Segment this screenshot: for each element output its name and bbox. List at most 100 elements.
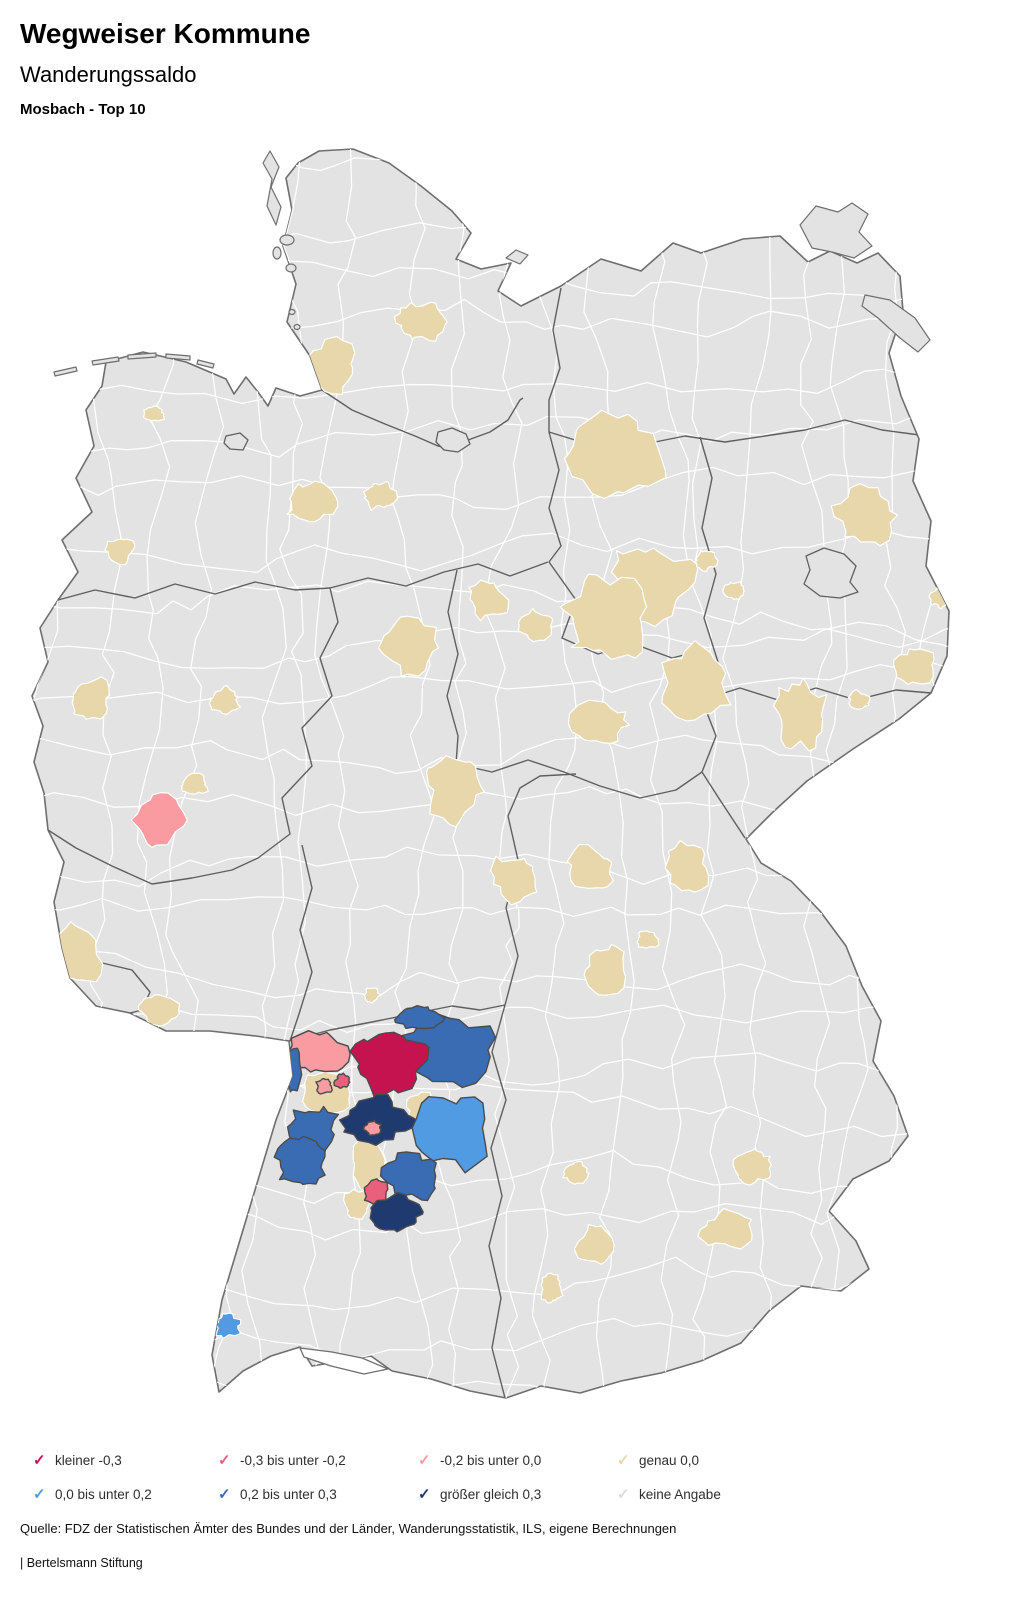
state-border-hessen-rlp [289,844,313,1042]
selection-label: Mosbach - Top 10 [20,101,146,118]
district-region-m02-00[interactable] [130,792,188,848]
district-region-p00-02[interactable] [411,1096,488,1174]
district-region-eq00[interactable] [489,855,538,906]
legend-item-label: 0,2 bis unter 0,3 [240,1486,337,1502]
map-legend: ✓ kleiner -0,3 ✓ -0,3 bis unter -0,2 ✓ -0,2 b… [0,1449,1024,1517]
district-region-eq00[interactable] [583,943,627,996]
legend-row: ✓ kleiner -0,3 ✓ -0,3 bis unter -0,2 ✓ -0,2 b… [0,1449,1024,1471]
district-region-ge03[interactable] [369,1191,424,1233]
district-region-eq00[interactable] [363,987,382,1004]
legend-item-label: -0,2 bis unter 0,0 [440,1452,542,1468]
legend-item-label: größer gleich 0,3 [440,1486,542,1502]
state-border-sachsen-anhalt-west [548,431,562,563]
district-region-eq00[interactable] [664,839,710,893]
district-region-eq00[interactable] [393,301,448,342]
district-region-eq00[interactable] [468,579,510,622]
legend-item: ✓ kleiner -0,3 [33,1449,218,1471]
district-region-eq00[interactable] [694,549,719,572]
island-ostfriesland-4 [165,353,191,361]
district-region-m02-00[interactable] [363,1119,383,1137]
island-pellworm [285,263,297,273]
legend-item: ✓ genau 0,0 [617,1449,857,1471]
district-region-m02-00[interactable] [315,1078,333,1095]
state-border-brandenburg-sachsen [701,687,932,701]
district-region-eq00[interactable] [559,573,648,660]
district-region-p02-03[interactable] [273,1135,326,1186]
district-region-m03-02[interactable] [333,1072,351,1089]
district-region-p02-03[interactable] [379,1151,437,1202]
legend-check-icon: ✓ [617,1485,630,1503]
district-region-eq00[interactable] [208,684,241,716]
district-region-eq00[interactable] [181,772,209,795]
district-region-eq00[interactable] [517,607,554,643]
district-region-p02-03[interactable] [394,1005,446,1030]
state-border-bw-bayern [488,1004,507,1398]
district-region-eq00[interactable] [573,1223,615,1265]
legend-row: ✓ 0,0 bis unter 0,2 ✓ 0,2 bis unter 0,3 ✓ grö… [0,1483,1024,1505]
state-border-mv [548,287,934,445]
district-region-eq00[interactable] [286,480,339,523]
legend-item-label: 0,0 bis unter 0,2 [55,1486,152,1502]
state-border-thueringen-south [455,759,703,799]
legend-item: ✓ größer gleich 0,3 [418,1483,617,1505]
island-amrum [272,246,282,260]
legend-item-label: kleiner -0,3 [55,1452,122,1468]
district-region-eq00[interactable] [893,648,935,686]
district-region-eq00[interactable] [564,409,667,500]
island-halligen-2 [293,323,301,331]
island-ostfriesland-2 [91,356,120,366]
legend-check-icon: ✓ [218,1485,231,1503]
island-ostfriesland-1 [53,366,78,377]
district-region-eq00[interactable] [722,580,745,600]
island-ostfriesland-5 [196,359,215,369]
district-region-eq00[interactable] [566,844,615,889]
hamburg-outline [435,427,471,453]
district-region-eq00[interactable] [661,640,732,722]
island-ostfriesland-3 [127,352,157,360]
district-region-eq00[interactable] [567,699,630,745]
page-subtitle: Wanderungssaldo [20,62,197,87]
district-region-eq00[interactable] [137,994,181,1027]
state-border-nrw-east [231,587,339,871]
island-sylt [262,150,282,226]
district-region-eq00[interactable] [732,1148,772,1186]
island-fehmarn [505,249,529,265]
legend-item: ✓ keine Angabe [617,1483,857,1505]
district-region-eq00[interactable] [772,677,828,752]
legend-item-label: -0,3 bis unter -0,2 [240,1452,346,1468]
attribution: | Bertelsmann Stiftung [20,1556,143,1570]
district-region-eq00[interactable] [71,676,110,720]
bremen-outline [223,432,249,451]
map-regions [47,301,949,1339]
district-region-eq00[interactable] [847,688,871,710]
district-region-eq00[interactable] [540,1272,564,1304]
state-border-nrw-south [47,829,233,885]
district-region-eq00[interactable] [697,1207,753,1250]
legend-check-icon: ✓ [33,1451,46,1469]
district-region-eq00[interactable] [362,481,399,511]
legend-item: ✓ 0,0 bis unter 0,2 [33,1483,218,1505]
district-region-eq00[interactable] [377,615,439,678]
city-outlines [223,427,859,599]
legend-check-icon: ✓ [33,1485,46,1503]
legend-item-label: keine Angabe [639,1486,721,1502]
state-border-bayern-west [504,773,577,1006]
legend-item: ✓ -0,3 bis unter -0,2 [218,1449,418,1471]
source-note: Quelle: FDZ der Statistischen Ämter des … [20,1521,677,1536]
district-region-eq00[interactable] [830,483,899,547]
page-title: Wegweiser Kommune [20,18,311,49]
lake-constance [299,1347,389,1375]
district-region-ge03[interactable] [338,1093,418,1146]
district-region-eq00[interactable] [142,405,166,422]
district-region-lt-03[interactable] [349,1031,430,1098]
district-region-eq00[interactable] [426,755,486,828]
legend-item-label: genau 0,0 [639,1452,700,1468]
district-region-eq00[interactable] [636,930,660,949]
district-region-p02-03[interactable] [279,1047,303,1093]
legend-check-icon: ✓ [218,1451,231,1469]
state-border-nds-nrw [57,581,331,601]
district-region-eq00[interactable] [104,538,136,566]
district-region-eq00[interactable] [562,1160,590,1185]
